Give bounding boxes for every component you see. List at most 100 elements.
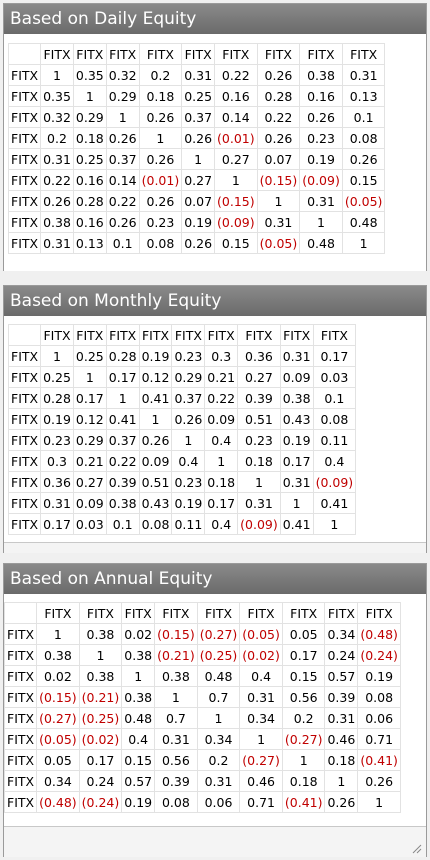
correlation-cell: 1: [105, 106, 140, 128]
correlation-cell: 0.15: [341, 169, 386, 191]
correlation-cell: 0.22: [204, 387, 239, 409]
correlation-cell: 0.26: [40, 190, 74, 212]
annual-equity-title: Based on Annual Equity: [4, 564, 426, 594]
correlation-cell: 0.26: [256, 127, 301, 149]
table-row: FITX 0.02 0.38 1 0.38 0.48 0.4 0.15 0.57 0.19: [3, 665, 401, 687]
column-header: FITX: [341, 43, 386, 65]
correlation-cell: (0.25): [196, 644, 241, 666]
correlation-cell: 0.22: [256, 106, 301, 128]
correlation-cell: 0.31: [279, 345, 314, 367]
correlation-cell: 0.1: [105, 232, 140, 254]
correlation-cell: 0.2: [196, 749, 241, 771]
correlation-cell: 0.56: [154, 749, 198, 771]
correlation-cell: 0.38: [121, 686, 156, 708]
table-row: FITX 0.28 0.17 1 0.41 0.37 0.22 0.39 0.38 0.1: [7, 387, 357, 409]
correlation-cell: 0.17: [204, 492, 239, 514]
correlation-cell: 0.16: [72, 211, 107, 233]
correlation-cell: 0.11: [312, 429, 357, 451]
correlation-cell: 0.17: [312, 345, 357, 367]
correlation-cell: 1: [36, 623, 80, 645]
correlation-cell: 1: [138, 408, 173, 430]
column-header: FITX: [204, 324, 239, 346]
correlation-cell: 0.38: [105, 492, 140, 514]
correlation-cell: 0.35: [40, 85, 74, 107]
table-row: FITX 0.31 0.25 0.37 0.26 1 0.27 0.07 0.19 0.26: [7, 148, 386, 170]
correlation-cell: 0.28: [40, 387, 74, 409]
correlation-cell: 1: [239, 728, 283, 750]
correlation-cell: 0.29: [105, 85, 140, 107]
correlation-cell: (0.41): [281, 791, 326, 813]
row-header: FITX: [7, 408, 42, 430]
corner-cell: [3, 602, 38, 624]
correlation-cell: 0.03: [72, 513, 107, 535]
correlation-cell: (0.15): [36, 686, 80, 708]
correlation-cell: 0.48: [196, 665, 241, 687]
column-header: FITX: [312, 324, 357, 346]
correlation-cell: 1: [204, 450, 239, 472]
correlation-cell: 0.31: [196, 770, 241, 792]
correlation-cell: 0.3: [204, 345, 239, 367]
correlation-cell: 0.09: [204, 408, 239, 430]
correlation-cell: 0.07: [256, 148, 301, 170]
table-row: FITX 0.32 0.29 1 0.26 0.37 0.14 0.22 0.26 0.1: [7, 106, 386, 128]
correlation-cell: 0.2: [281, 707, 326, 729]
correlation-cell: 0.19: [138, 345, 173, 367]
correlation-cell: 0.38: [40, 211, 74, 233]
row-header: FITX: [7, 169, 42, 191]
correlation-cell: 0.13: [72, 232, 107, 254]
correlation-cell: 0.25: [72, 148, 107, 170]
row-header: FITX: [3, 665, 38, 687]
correlation-cell: 0.17: [78, 749, 123, 771]
correlation-cell: 1: [154, 686, 198, 708]
row-header: FITX: [3, 707, 38, 729]
correlation-cell: 0.18: [204, 471, 239, 493]
correlation-cell: 1: [181, 148, 216, 170]
correlation-cell: 1: [138, 127, 183, 149]
correlation-cell: 0.48: [299, 232, 343, 254]
correlation-cell: 0.18: [72, 127, 107, 149]
correlation-cell: 1: [341, 232, 386, 254]
correlation-cell: 0.38: [36, 644, 80, 666]
correlation-cell: 0.34: [324, 623, 359, 645]
column-header: FITX: [214, 43, 258, 65]
correlation-cell: 0.31: [341, 64, 386, 86]
correlation-cell: 0.36: [40, 471, 74, 493]
correlation-cell: 0.18: [281, 770, 326, 792]
row-header: FITX: [3, 644, 38, 666]
row-header: FITX: [7, 492, 42, 514]
correlation-cell: 0.48: [121, 707, 156, 729]
correlation-cell: 0.26: [181, 127, 216, 149]
correlation-cell: 0.16: [72, 169, 107, 191]
correlation-cell: 0.57: [324, 665, 359, 687]
header-row: FITX FITX FITX FITX FITX FITX FITX FITX FITX: [7, 324, 357, 346]
correlation-cell: 1: [312, 513, 357, 535]
correlation-cell: (0.24): [357, 644, 401, 666]
annual-correlation-table: FITX FITX FITX FITX FITX FITX FITX FITX FITX FITX…: [3, 602, 401, 813]
correlation-cell: 0.08: [138, 513, 173, 535]
correlation-cell: 0.41: [279, 513, 314, 535]
daily-equity-title: Based on Daily Equity: [4, 4, 426, 34]
correlation-cell: 0.17: [40, 513, 74, 535]
correlation-cell: 0.56: [281, 686, 326, 708]
correlation-cell: 0.23: [299, 127, 343, 149]
correlation-cell: 0.7: [196, 686, 241, 708]
correlation-cell: 0.23: [237, 429, 281, 451]
table-row: FITX (0.27) (0.25) 0.48 0.7 1 0.34 0.2 0.31 0.06: [3, 707, 401, 729]
row-header: FITX: [7, 450, 42, 472]
correlation-cell: 0.31: [299, 190, 343, 212]
correlation-cell: 0.26: [105, 127, 140, 149]
correlation-cell: (0.01): [138, 169, 183, 191]
table-row: FITX 1 0.35 0.32 0.2 0.31 0.22 0.26 0.38 0.31: [7, 64, 386, 86]
correlation-cell: 0.38: [279, 387, 314, 409]
correlation-cell: 0.28: [105, 345, 140, 367]
correlation-cell: 0.26: [138, 106, 183, 128]
row-header: FITX: [3, 749, 38, 771]
resize-grip-icon[interactable]: [410, 842, 422, 854]
correlation-cell: 0.39: [324, 686, 359, 708]
correlation-cell: 1: [40, 345, 74, 367]
correlation-cell: (0.48): [357, 623, 401, 645]
correlation-cell: 1: [256, 190, 301, 212]
correlation-cell: 0.26: [138, 429, 173, 451]
correlation-cell: 0.14: [214, 106, 258, 128]
correlation-cell: 0.38: [78, 623, 123, 645]
